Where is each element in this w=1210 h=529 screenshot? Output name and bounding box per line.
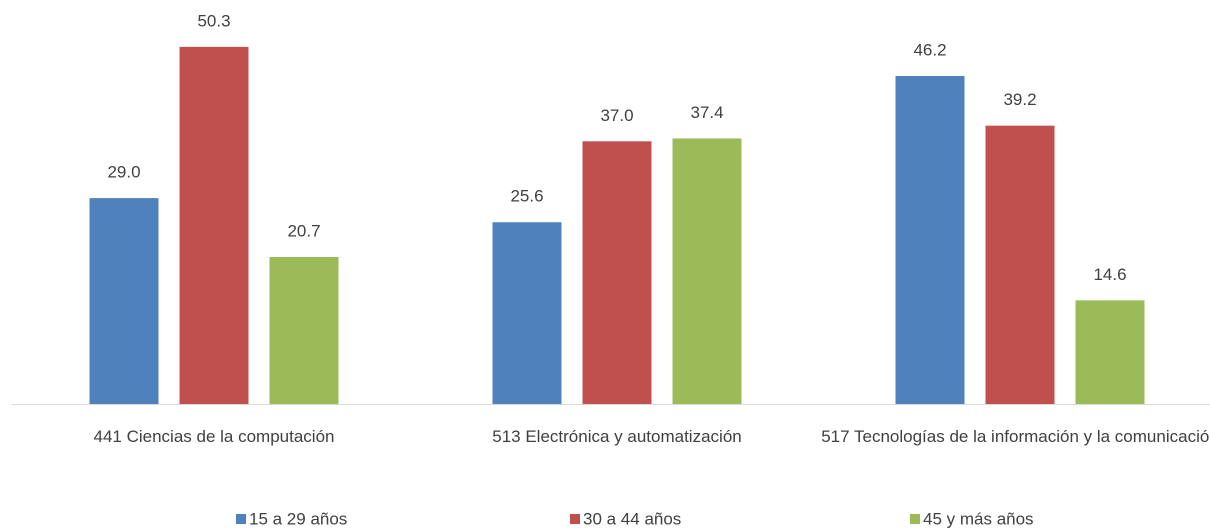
bar [985, 125, 1055, 405]
data-label: 37.4 [690, 103, 723, 122]
bar [269, 257, 339, 404]
legend-swatch [910, 514, 920, 524]
bar [179, 46, 249, 405]
data-label: 37.0 [600, 106, 633, 125]
data-label: 25.6 [510, 187, 543, 206]
bar [582, 141, 652, 405]
legend-label: 45 y más años [923, 509, 1034, 528]
legend-label: 30 a 44 años [583, 509, 681, 528]
data-label: 29.0 [107, 163, 140, 182]
data-label: 20.7 [287, 222, 320, 241]
data-label: 14.6 [1093, 265, 1126, 284]
legend-swatch [236, 514, 246, 524]
bar [672, 138, 742, 404]
data-label: 46.2 [913, 40, 946, 59]
x-tick-label-box: 517 Tecnologías de la información y la c… [821, 427, 1210, 446]
x-tick-label-box: 441 Ciencias de la computación [93, 427, 335, 446]
x-tick-label: 441 Ciencias de la computación [93, 427, 335, 446]
legend-label: 15 a 29 años [249, 509, 347, 528]
legend-swatch [570, 514, 580, 524]
data-label: 50.3 [197, 11, 230, 30]
x-tick-label: 517 Tecnologías de la información y la c… [821, 427, 1210, 446]
x-tick-label: 513 Electrónica y automatización [492, 427, 742, 446]
bar [895, 75, 965, 404]
bar [492, 222, 562, 404]
x-tick-label-box: 513 Electrónica y automatización [492, 427, 742, 446]
bar [1075, 300, 1145, 404]
data-label: 39.2 [1003, 90, 1036, 109]
bar [89, 198, 159, 404]
